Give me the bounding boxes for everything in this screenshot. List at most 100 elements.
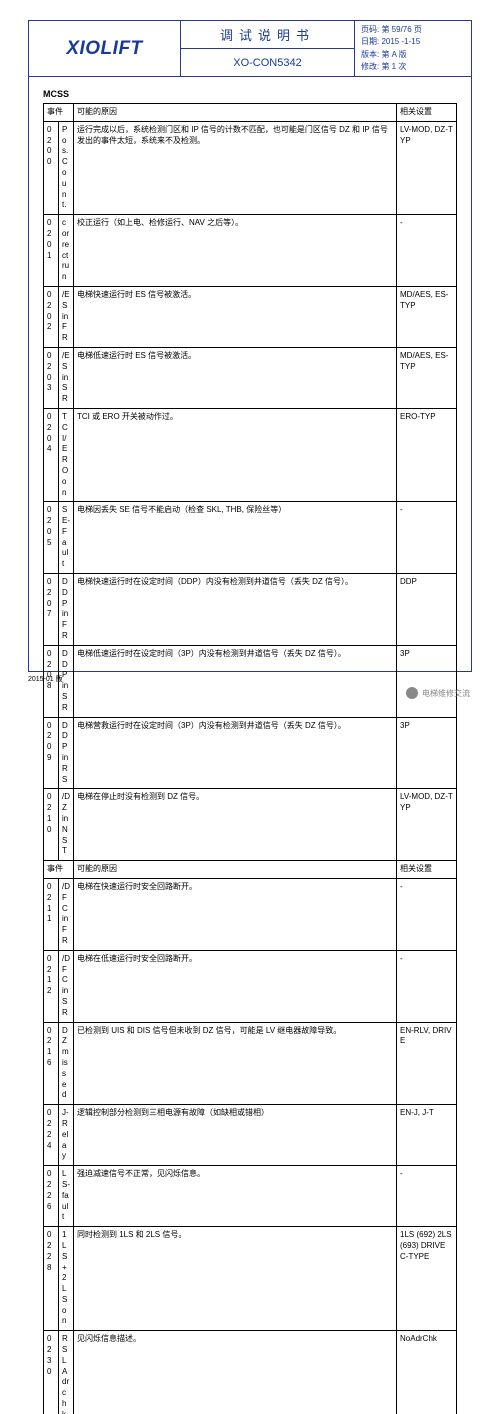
cell-code: 0230: [44, 1331, 59, 1414]
doc-title: 调试说明书: [181, 21, 354, 49]
cell-code: 0226: [44, 1166, 59, 1227]
table-row: 0203/ES in SR电梯低速运行时 ES 信号被激活。MD/AES, ES…: [44, 347, 457, 408]
cell-event: LS-fault: [59, 1166, 74, 1227]
table-row: 0216DZ missed已检测到 UIS 和 DIS 信号但未收到 DZ 信号…: [44, 1022, 457, 1105]
cell-event: DDP in FR: [59, 574, 74, 646]
cell-setting: -: [397, 1166, 457, 1227]
table-row: 0230RSL Adr chk见闪烁信息描述。NoAdrChk: [44, 1331, 457, 1414]
cell-setting: 3P: [397, 645, 457, 717]
table-row: 02281LS+2LS on同时检测到 1LS 和 2LS 信号。1LS (69…: [44, 1227, 457, 1331]
table-row: 0212/DFC in SR电梯在低速运行时安全回路断开。-: [44, 950, 457, 1022]
logo-text: XIOLIFT: [66, 38, 142, 60]
table-row: 0209DDP in RS电梯营救运行时在设定时间（3P）内没有检测到井道信号（…: [44, 717, 457, 789]
meta-version: 版本: 第 A 版: [361, 49, 465, 61]
table-row: 0210/DZ in NST电梯在停止时没有检测到 DZ 信号。LV-MOD, …: [44, 789, 457, 861]
cell-cause: 运行完成以后，系统检测门区和 IP 信号的计数不匹配，也可能是门区信号 DZ 和…: [74, 121, 397, 214]
cell-setting: -: [397, 950, 457, 1022]
cell-cause: 电梯在低速运行时安全回路断开。: [74, 950, 397, 1022]
cell-code: 0203: [44, 347, 59, 408]
col-setting-header: 相关设置: [397, 104, 457, 122]
cell-cause: TCI 或 ERO 开关被动作过。: [74, 408, 397, 501]
cell-code: 0207: [44, 574, 59, 646]
page-frame: XIOLIFT 调试说明书 XO-CON5342 页码: 第 59/76 页 日…: [28, 20, 472, 672]
cell-cause: 逻辑控制部分检测到三相电源有故障（如缺相或错相）: [74, 1105, 397, 1166]
doc-number: XO-CON5342: [181, 49, 354, 76]
cell-setting: 相关设置: [397, 861, 457, 879]
cell-cause: 已检测到 UIS 和 DIS 信号但未收到 DZ 信号，可能是 LV 继电器故障…: [74, 1022, 397, 1105]
cell-event: /ES in SR: [59, 347, 74, 408]
cell-code: 0205: [44, 502, 59, 574]
table-row: 0205SE-Fault电梯因丢失 SE 信号不能启动（检查 SKL, THB,…: [44, 502, 457, 574]
cell-cause: 电梯快速运行时在设定时间（DDP）内没有检测到井道信号（丢失 DZ 信号）。: [74, 574, 397, 646]
footer-wechat-text: 电梯维修交流: [422, 688, 470, 699]
col-code-header: 事件: [44, 104, 74, 122]
cell-setting: DDP: [397, 574, 457, 646]
cell-cause: 电梯在停止时没有检测到 DZ 信号。: [74, 789, 397, 861]
cell-code: 事件: [44, 861, 74, 879]
cell-setting: ERO-TYP: [397, 408, 457, 501]
table-row: 0226LS-fault强迫减速信号不正常，见闪烁信息。-: [44, 1166, 457, 1227]
header: XIOLIFT 调试说明书 XO-CON5342 页码: 第 59/76 页 日…: [29, 21, 471, 77]
section-title: MCSS: [43, 89, 457, 99]
cell-event: RSL Adr chk: [59, 1331, 74, 1414]
wechat-icon: [406, 687, 418, 699]
table-row: 0208DDP in SR电梯低速运行时在设定时间（3P）内没有检测到井道信号（…: [44, 645, 457, 717]
cell-event: /DFC in FR: [59, 879, 74, 951]
cell-event: TCI/ERO on: [59, 408, 74, 501]
cell-code: 0209: [44, 717, 59, 789]
logo-cell: XIOLIFT: [29, 21, 181, 76]
cell-setting: -: [397, 215, 457, 287]
cell-event: DZ missed: [59, 1022, 74, 1105]
table-header-row: 事件可能的原因相关设置: [44, 104, 457, 122]
cell-cause: 电梯在快速运行时安全回路断开。: [74, 879, 397, 951]
cell-code: 0200: [44, 121, 59, 214]
table-row: 0204TCI/ERO onTCI 或 ERO 开关被动作过。ERO-TYP: [44, 408, 457, 501]
meta-cell: 页码: 第 59/76 页 日期: 2015 -1-15 版本: 第 A 版 修…: [355, 21, 471, 76]
cell-cause: 见闪烁信息描述。: [74, 1331, 397, 1414]
cell-event: 1LS+2LS on: [59, 1227, 74, 1331]
title-cell: 调试说明书 XO-CON5342: [181, 21, 355, 76]
cell-cause: 校正运行（如上电、检修运行、NAV 之后等）。: [74, 215, 397, 287]
cell-setting: NoAdrChk: [397, 1331, 457, 1414]
cell-code: 0202: [44, 286, 59, 347]
cell-setting: MD/AES, ES-TYP: [397, 286, 457, 347]
cell-cause: 电梯营救运行时在设定时间（3P）内没有检测到井道信号（丢失 DZ 信号）。: [74, 717, 397, 789]
cell-event: /DFC in SR: [59, 950, 74, 1022]
table-row: 0224J-Relay逻辑控制部分检测到三相电源有故障（如缺相或错相）EN-J,…: [44, 1105, 457, 1166]
cell-cause: 电梯因丢失 SE 信号不能启动（检查 SKL, THB, 保险丝等）: [74, 502, 397, 574]
cell-event: correct run: [59, 215, 74, 287]
meta-date: 日期: 2015 -1-15: [361, 36, 465, 48]
cell-event: Pos. Count.: [59, 121, 74, 214]
cell-code: 0210: [44, 789, 59, 861]
cell-setting: 1LS (692) 2LS (693) DRIVE C-TYPE: [397, 1227, 457, 1331]
cell-cause: 强迫减速信号不正常，见闪烁信息。: [74, 1166, 397, 1227]
cell-setting: MD/AES, ES-TYP: [397, 347, 457, 408]
cell-code: 0228: [44, 1227, 59, 1331]
cell-code: 0216: [44, 1022, 59, 1105]
cell-cause: 电梯快速运行时 ES 信号被激活。: [74, 286, 397, 347]
cell-event: DDP in RS: [59, 717, 74, 789]
content-area: MCSS 事件可能的原因相关设置0200Pos. Count.运行完成以后，系统…: [29, 77, 471, 1414]
cell-setting: 3P: [397, 717, 457, 789]
cell-event: /DZ in NST: [59, 789, 74, 861]
cell-event: /ES in FR: [59, 286, 74, 347]
cell-code: 0204: [44, 408, 59, 501]
fault-table: 事件可能的原因相关设置0200Pos. Count.运行完成以后，系统检测门区和…: [43, 103, 457, 1414]
cell-setting: LV-MOD, DZ-TYP: [397, 789, 457, 861]
table-row: 0207DDP in FR电梯快速运行时在设定时间（DDP）内没有检测到井道信号…: [44, 574, 457, 646]
cell-setting: EN-J, J-T: [397, 1105, 457, 1166]
col-cause-header: 可能的原因: [74, 104, 397, 122]
cell-cause: 同时检测到 1LS 和 2LS 信号。: [74, 1227, 397, 1331]
cell-setting: LV-MOD, DZ-TYP: [397, 121, 457, 214]
cell-code: 0224: [44, 1105, 59, 1166]
table-row: 0202/ES in FR电梯快速运行时 ES 信号被激活。MD/AES, ES…: [44, 286, 457, 347]
cell-code: 0212: [44, 950, 59, 1022]
meta-page: 页码: 第 59/76 页: [361, 24, 465, 36]
table-row: 0211/DFC in FR电梯在快速运行时安全回路断开。-: [44, 879, 457, 951]
table-row: 事件可能的原因相关设置: [44, 861, 457, 879]
cell-event: SE-Fault: [59, 502, 74, 574]
footer-wechat: 电梯维修交流: [406, 687, 470, 699]
table-row: 0201correct run校正运行（如上电、检修运行、NAV 之后等）。-: [44, 215, 457, 287]
cell-cause: 电梯低速运行时在设定时间（3P）内没有检测到井道信号（丢失 DZ 信号）。: [74, 645, 397, 717]
cell-code: 0201: [44, 215, 59, 287]
